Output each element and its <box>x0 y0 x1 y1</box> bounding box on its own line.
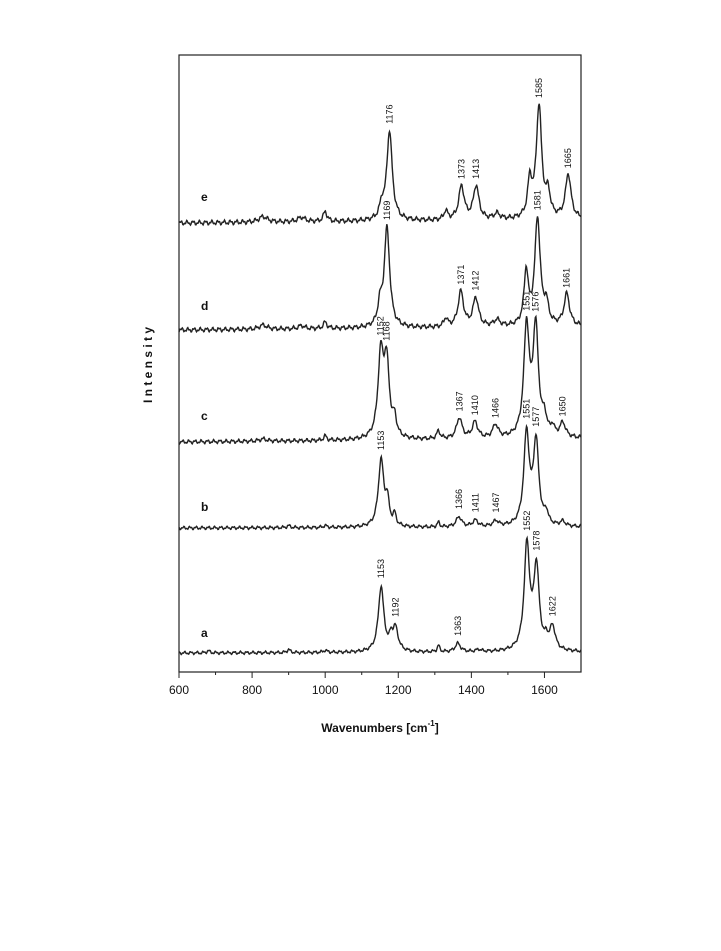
peak-label: 1576 <box>531 292 541 312</box>
x-axis-title-superscript: -1 <box>428 719 436 728</box>
peak-label: 1367 <box>454 391 464 411</box>
peak-label: 1585 <box>534 78 544 98</box>
peak-label: 1410 <box>470 395 480 415</box>
peak-label: 1581 <box>533 190 543 210</box>
peak-label: 1552 <box>522 511 532 531</box>
peak-label: 1413 <box>471 159 481 179</box>
trace-label-d: d <box>201 299 208 313</box>
y-axis-title: I n t e n s i t y <box>141 327 155 403</box>
peak-label: 1152 <box>376 316 386 335</box>
peak-label: 1411 <box>470 493 480 512</box>
x-tick-label: 1400 <box>458 683 485 697</box>
peak-label: 1665 <box>563 148 573 168</box>
trace-label-e: e <box>201 190 208 204</box>
spectrum-line-b <box>178 423 582 531</box>
peak-label: 1661 <box>562 268 572 288</box>
x-axis-title-end: ] <box>435 721 439 735</box>
spectrum-line-a <box>178 535 582 656</box>
peak-label: 1153 <box>376 431 386 450</box>
x-tick-label: 600 <box>169 683 189 697</box>
trace-label-b: b <box>201 500 208 514</box>
peak-label: 1363 <box>453 616 463 636</box>
series-b: b 1153 1366 1411 1467 1551 1577 <box>178 399 582 531</box>
x-tick-label: 1200 <box>385 683 412 697</box>
peak-label: 1551 <box>522 399 532 419</box>
peak-label: 1650 <box>558 396 568 416</box>
trace-label-c: c <box>201 409 208 423</box>
peak-label: 1577 <box>531 407 541 427</box>
spectrum-line-c <box>178 314 582 446</box>
peak-label: 1578 <box>531 531 541 551</box>
peak-label: 1192 <box>390 598 400 617</box>
plot-frame <box>178 54 582 673</box>
peak-label: 1551 <box>522 291 532 311</box>
x-tick-label: 1600 <box>531 683 558 697</box>
peak-label: 1169 <box>382 201 392 220</box>
spectrum-line-d <box>178 216 582 334</box>
spectrum-line-e <box>178 103 582 227</box>
peak-label: 1371 <box>456 265 466 285</box>
peak-label: 1176 <box>385 104 395 123</box>
peak-label: 1373 <box>457 159 467 179</box>
peak-label: 1412 <box>471 271 481 291</box>
x-tick-label: 1000 <box>312 683 339 697</box>
peak-label: 1153 <box>376 559 386 578</box>
series-d: d 1169 1371 1412 1581 1661 <box>178 190 582 334</box>
peak-label: 1466 <box>491 398 501 418</box>
peak-label: 1168 <box>382 321 392 340</box>
x-axis-title: Wavenumbers [cm-1] <box>321 719 438 735</box>
peak-label: 1467 <box>491 492 501 512</box>
peak-label: 1366 <box>454 489 464 509</box>
x-axis-title-main: Wavenumbers [cm <box>321 721 427 735</box>
x-tick-label: 800 <box>242 683 262 697</box>
trace-label-a: a <box>201 626 208 640</box>
peak-label: 1622 <box>548 596 558 616</box>
x-axis: 600 800 1000 1200 1400 1600 <box>169 672 558 697</box>
series-e: e 1176 1373 1413 1585 1665 <box>178 78 582 227</box>
